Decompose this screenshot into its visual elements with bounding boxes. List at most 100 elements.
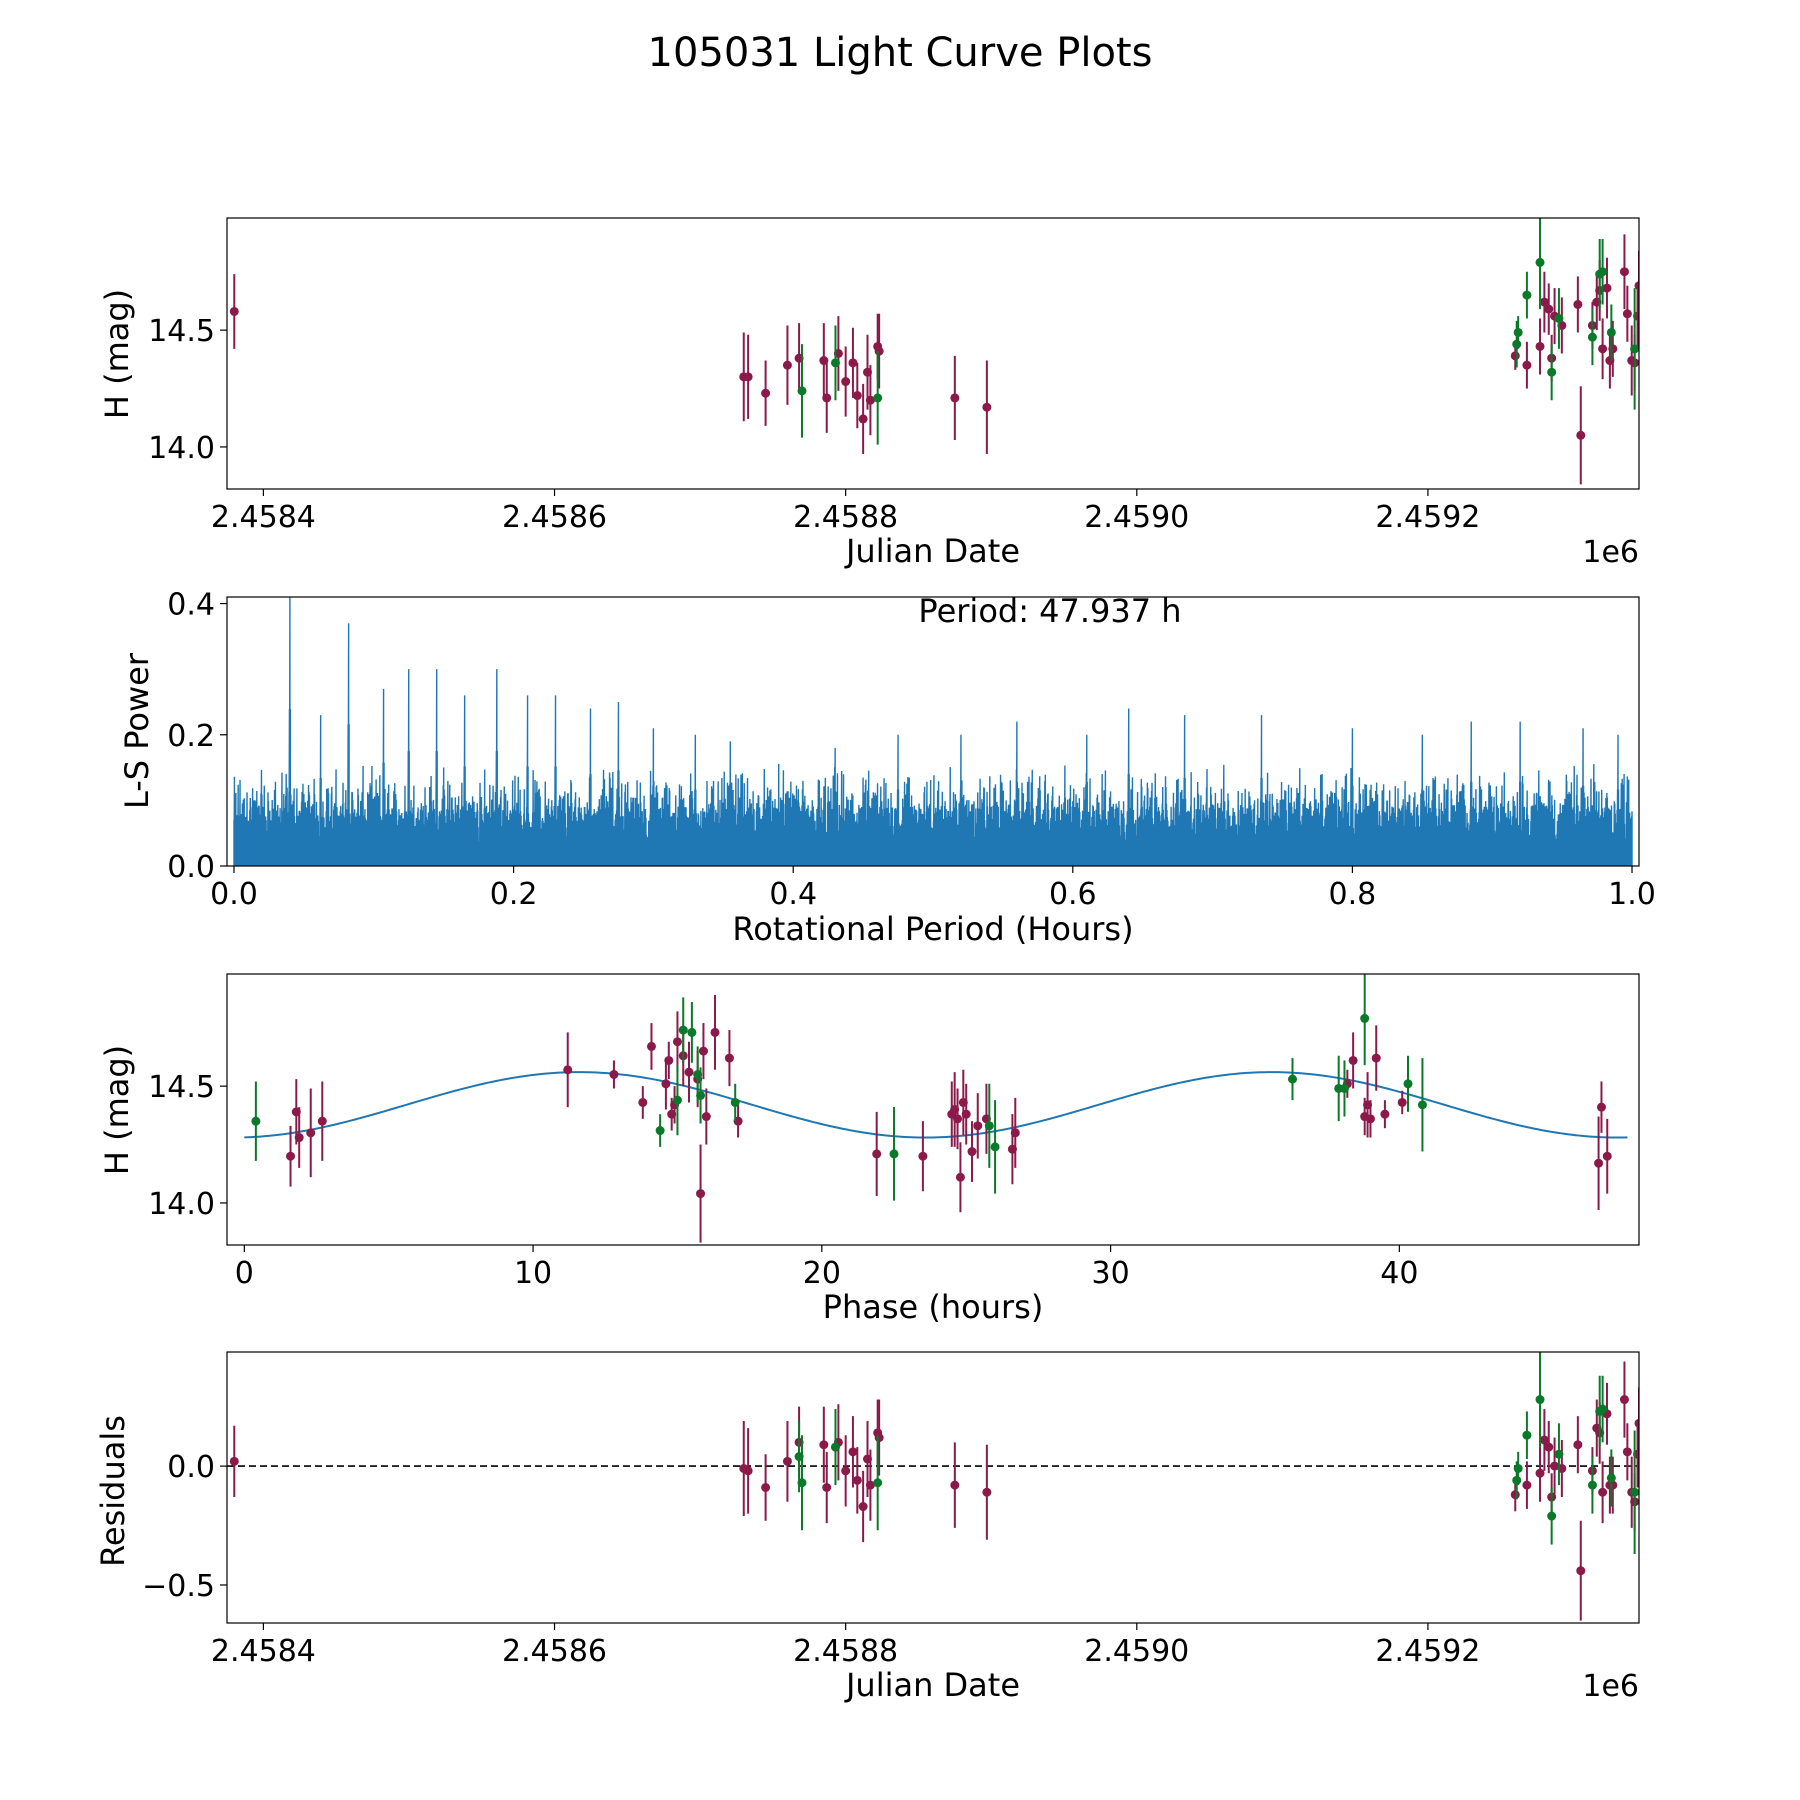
residuals-xlabel: Julian Date — [844, 1666, 1020, 1704]
residuals-xtick-label: 2.4590 — [1084, 1634, 1189, 1669]
phased-red-point — [696, 1189, 706, 1199]
lightcurve-red-point — [950, 393, 960, 403]
residuals-green-point — [1522, 1430, 1532, 1440]
phased-xtick-label: 20 — [803, 1256, 841, 1291]
phased-red-point — [672, 1037, 682, 1047]
residuals-panel: 2.4584 2.4586 2.4588 2.4590 2.4592 −0.5 0.0 Ju… — [94, 1351, 1640, 1704]
phased-red-point — [872, 1149, 882, 1159]
periodogram-marks — [233, 597, 1633, 866]
residuals-axes-frame — [226, 1351, 1640, 1624]
residuals-red-point — [1550, 1461, 1560, 1471]
periodogram-annotation: Period: 47.937 h — [918, 592, 1181, 630]
residuals-green-point — [1630, 1487, 1639, 1497]
periodogram-panel: 0.0 0.2 0.4 0.6 0.8 1.0 0.0 0.2 0.4 Period: 47.9… — [118, 588, 1656, 948]
lightcurve-red-point — [782, 360, 792, 370]
phased-green-point — [655, 1126, 665, 1136]
phased-red-point — [698, 1046, 708, 1056]
phased-green-point — [889, 1149, 899, 1159]
lightcurve-xtick-label: 2.4592 — [1375, 500, 1480, 535]
periodogram-xtick-label: 0.2 — [490, 877, 538, 912]
phased-red-point — [973, 1121, 983, 1131]
lightcurve-red-point — [841, 377, 851, 387]
periodogram-ytick-label: 0.0 — [167, 850, 215, 885]
residuals-red-point — [874, 1433, 884, 1443]
phased-ticks: 0 10 20 30 40 14.0 14.5 — [148, 1070, 1418, 1291]
phased-xtick-label: 40 — [1380, 1256, 1418, 1291]
phased-green-point — [1287, 1074, 1297, 1084]
lightcurve-red-point — [761, 388, 771, 398]
phased-green-point — [1417, 1100, 1427, 1110]
residuals-green-point — [873, 1478, 883, 1488]
residuals-red-point — [982, 1487, 992, 1497]
periodogram-ticks: 0.0 0.2 0.4 0.6 0.8 1.0 0.0 0.2 0.4 — [167, 588, 1656, 912]
residuals-red-point — [782, 1456, 792, 1466]
residuals-xtick-label: 2.4592 — [1375, 1634, 1480, 1669]
lightcurve-red-point — [1622, 309, 1632, 319]
lightcurve-green-point — [1522, 290, 1532, 300]
residuals-red-point — [743, 1466, 753, 1476]
residuals-marks — [227, 1352, 1639, 1621]
residuals-red-point — [950, 1480, 960, 1490]
lightcurve-red-point — [1535, 341, 1545, 351]
phased-red-point — [1371, 1053, 1381, 1063]
periodogram-ylabel: L-S Power — [118, 652, 156, 809]
phased-red-point — [1380, 1109, 1390, 1119]
lightcurve-offset-text: 1e6 — [1582, 535, 1639, 570]
lightcurve-ytick-label: 14.0 — [148, 431, 215, 466]
residuals-xtick-label: 2.4586 — [502, 1634, 607, 1669]
residuals-red-point — [841, 1466, 851, 1476]
phased-red-point — [1365, 1114, 1375, 1124]
residuals-red-point — [848, 1447, 858, 1457]
phased-red-point — [955, 1172, 965, 1182]
phased-red-point — [294, 1133, 304, 1143]
lightcurve-red-point — [848, 358, 858, 368]
phased-xlabel: Phase (hours) — [823, 1288, 1044, 1326]
phased-green-point — [687, 1027, 697, 1037]
phased-red-point — [1594, 1158, 1604, 1168]
lightcurve-green-point — [1554, 313, 1564, 323]
phased-red-point — [953, 1114, 963, 1124]
residuals-green-point — [1535, 1395, 1545, 1405]
residuals-red-point — [1619, 1395, 1629, 1405]
residuals-ticks: 2.4584 2.4586 2.4588 2.4590 2.4592 −0.5 0.0 — [142, 1450, 1480, 1669]
lightcurve-red-point — [1619, 267, 1629, 277]
residuals-red-point — [1522, 1480, 1532, 1490]
lightcurve-ytick-label: 14.5 — [148, 314, 215, 349]
residuals-red-point — [761, 1483, 771, 1492]
lightcurve-green-point — [1547, 367, 1557, 377]
residuals-red-point — [858, 1502, 868, 1512]
residuals-green-point — [1598, 1404, 1608, 1414]
phased-red-point — [563, 1065, 573, 1075]
phased-red-point — [710, 1027, 720, 1037]
residuals-red-point — [852, 1475, 862, 1485]
phased-axes-frame — [226, 973, 1640, 1246]
phased-green-point — [678, 1025, 688, 1035]
lightcurve-xtick-label: 2.4588 — [793, 500, 898, 535]
phased-red-point — [661, 1079, 671, 1089]
residuals-red-point — [1576, 1566, 1586, 1576]
periodogram-ytick-label: 0.4 — [167, 588, 215, 623]
periodogram-xtick-label: 0.8 — [1329, 877, 1377, 912]
phased-red-point — [1397, 1097, 1407, 1107]
residuals-red-point — [1510, 1490, 1520, 1500]
lightcurve-red-point — [1634, 281, 1639, 291]
phased-green-point — [730, 1097, 740, 1107]
residuals-green-point — [1554, 1449, 1564, 1459]
lightcurve-green-point — [1513, 327, 1523, 337]
residuals-green-point — [1513, 1463, 1523, 1473]
residuals-green-point — [1512, 1475, 1522, 1485]
lightcurve-red-point — [874, 346, 884, 356]
lightcurve-red-point — [1539, 297, 1549, 307]
lightcurve-green-point — [1535, 257, 1545, 267]
periodogram-xlabel: Rotational Period (Hours) — [732, 910, 1133, 948]
phased-xtick-label: 0 — [235, 1256, 254, 1291]
phased-green-point — [251, 1116, 261, 1126]
phased-red-point — [961, 1109, 971, 1119]
residuals-green-point — [794, 1452, 804, 1462]
lightcurve-ylabel: H (mag) — [98, 289, 136, 419]
residuals-ytick-label: 0.0 — [167, 1450, 215, 1485]
periodogram-xtick-label: 1.0 — [1608, 877, 1656, 912]
lightcurve-xtick-label: 2.4584 — [211, 500, 316, 535]
residuals-red-point — [819, 1440, 829, 1450]
